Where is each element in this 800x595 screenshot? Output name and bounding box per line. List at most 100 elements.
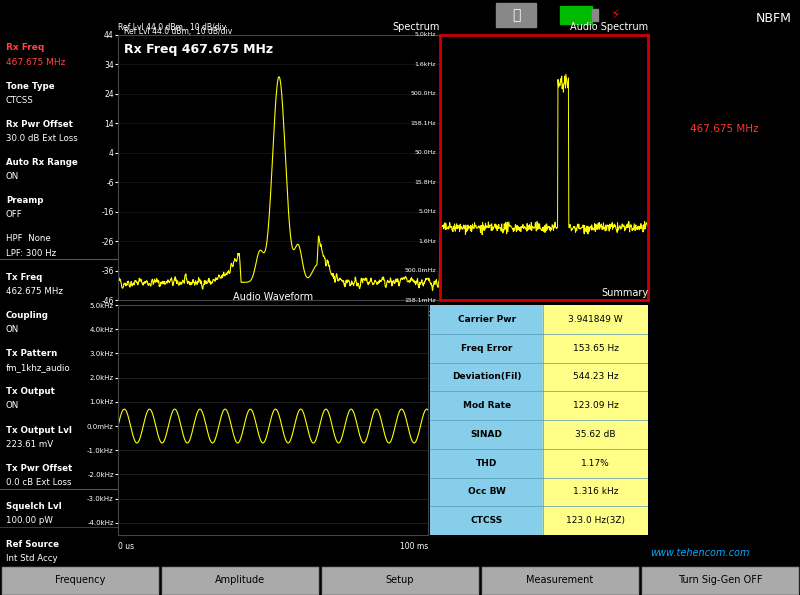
Bar	[2, 566, 158, 593]
Text: ON: ON	[6, 402, 19, 411]
Text: 0 us: 0 us	[118, 542, 134, 551]
Text: Coupling Offset: Coupling Offset	[683, 325, 765, 336]
Text: Summary: Summary	[601, 288, 648, 298]
Text: 30.0 dB Ext Loss: 30.0 dB Ext Loss	[6, 134, 78, 143]
Text: /Anritsu: /Anritsu	[8, 5, 95, 24]
Text: 3.941849 W: 3.941849 W	[568, 315, 623, 324]
Text: 30 kHz: 30 kHz	[624, 308, 648, 314]
Bar	[543, 478, 648, 506]
Text: Off: Off	[745, 514, 762, 524]
Bar	[592, 9, 598, 21]
Text: Tx Freq: Tx Freq	[705, 170, 743, 180]
Bar	[543, 449, 648, 478]
Bar	[543, 305, 648, 334]
Text: Preamp: Preamp	[6, 196, 43, 205]
Text: 100 ms: 100 ms	[400, 542, 428, 551]
Text: 500.0Hz: 500.0Hz	[410, 92, 436, 96]
Bar	[430, 506, 543, 535]
Text: 500.0mHz: 500.0mHz	[404, 268, 436, 273]
Text: Off: Off	[745, 280, 762, 290]
Bar	[430, 334, 543, 362]
Text: -5.000 MHz: -5.000 MHz	[694, 358, 754, 368]
Text: Ref Lvl 44.0 dBm,  10 dB/div: Ref Lvl 44.0 dBm, 10 dB/div	[125, 27, 233, 36]
Text: Carrier Pwr: Carrier Pwr	[458, 315, 516, 324]
Text: Rx Freq: Rx Freq	[705, 92, 743, 102]
Text: CTCSS: CTCSS	[470, 516, 503, 525]
Text: ON: ON	[6, 172, 19, 181]
Text: 123.0 Hz(3Z): 123.0 Hz(3Z)	[566, 516, 625, 525]
Text: 544.23 Hz: 544.23 Hz	[573, 372, 618, 381]
Text: Frequency: Frequency	[55, 575, 105, 585]
Text: Tx Pattern: Tx Pattern	[6, 349, 57, 358]
Bar	[2, 566, 158, 593]
Bar	[322, 566, 478, 593]
Bar	[543, 392, 648, 420]
Bar	[430, 420, 543, 449]
Bar	[560, 6, 592, 24]
Text: 15.8Hz: 15.8Hz	[414, 180, 436, 184]
Text: 1.316 kHz: 1.316 kHz	[573, 487, 618, 496]
Text: Measurement: Measurement	[526, 575, 594, 585]
Text: 153.65 Hz: 153.65 Hz	[573, 344, 618, 353]
Text: OFF: OFF	[6, 211, 22, 220]
Bar	[162, 566, 318, 593]
Text: ON: ON	[6, 325, 19, 334]
Text: 0 Hz: 0 Hz	[440, 308, 456, 314]
Text: 1.6kHz: 1.6kHz	[414, 62, 436, 67]
Bar	[482, 566, 638, 593]
Text: 50.0Hz: 50.0Hz	[414, 151, 436, 155]
Text: 5.0kHz: 5.0kHz	[414, 33, 436, 37]
Text: Spectrum: Spectrum	[393, 21, 440, 32]
Text: On: On	[687, 280, 702, 290]
Bar	[430, 362, 543, 392]
Text: Freq Error: Freq Error	[461, 344, 512, 353]
Bar	[482, 566, 638, 593]
Text: 223.61 mV: 223.61 mV	[6, 440, 53, 449]
Text: Auto Rx Range: Auto Rx Range	[6, 158, 78, 167]
Text: Squelch Lvl: Squelch Lvl	[6, 502, 62, 511]
Text: Auto Scan: Auto Scan	[698, 482, 750, 491]
Text: Ref Source: Ref Source	[6, 540, 59, 549]
Text: Freq 467.675 MHz: Freq 467.675 MHz	[118, 309, 187, 318]
Text: Span: Span	[711, 404, 737, 414]
Bar	[322, 566, 478, 593]
Text: Ref Lvl 44.0 dBm,  10 dB/div: Ref Lvl 44.0 dBm, 10 dB/div	[118, 23, 226, 32]
Text: :: :	[653, 6, 659, 24]
Text: Tx Output Lvl: Tx Output Lvl	[6, 425, 72, 434]
Text: 462.675 MHz: 462.675 MHz	[690, 202, 758, 212]
Text: Rx Freq: Rx Freq	[6, 43, 44, 52]
Bar	[430, 392, 543, 420]
Text: ⚡: ⚡	[611, 8, 621, 22]
Bar	[430, 305, 543, 334]
Bar	[642, 566, 798, 593]
Text: www.tehencom.com: www.tehencom.com	[650, 547, 750, 558]
Text: 25 kHz: 25 kHz	[706, 436, 742, 446]
Bar	[496, 3, 536, 27]
Text: Rx Pwr Offset: Rx Pwr Offset	[6, 120, 73, 129]
Text: 1.6Hz: 1.6Hz	[418, 239, 436, 243]
Text: 467.675 MHz: 467.675 MHz	[690, 124, 758, 134]
Text: Span 25 kHz: Span 25 kHz	[392, 309, 440, 318]
Bar	[642, 566, 798, 593]
Bar	[543, 334, 648, 362]
Bar	[162, 566, 318, 593]
Text: Int Std Accy: Int Std Accy	[6, 555, 58, 563]
Text: Frequency: Frequency	[695, 35, 753, 45]
Bar	[430, 449, 543, 478]
Text: 💾: 💾	[512, 8, 520, 22]
Text: 467.675 MHz: 467.675 MHz	[6, 58, 66, 67]
Bar	[430, 478, 543, 506]
Text: 158.1mHz: 158.1mHz	[404, 298, 436, 302]
Text: Rx Freq 467.675 MHz: Rx Freq 467.675 MHz	[125, 43, 274, 56]
Text: Audio Spectrum: Audio Spectrum	[570, 21, 648, 32]
Text: On: On	[687, 514, 702, 524]
Text: 158.1Hz: 158.1Hz	[410, 121, 436, 126]
Text: Amplitude: Amplitude	[215, 575, 265, 585]
Text: 462.675 MHz: 462.675 MHz	[6, 287, 62, 296]
Text: 35.62 dB: 35.62 dB	[575, 430, 616, 439]
Text: Turn Sig-Gen OFF: Turn Sig-Gen OFF	[678, 575, 762, 585]
Text: HPF  None: HPF None	[6, 234, 50, 243]
Text: Rx/Tx Coupling: Rx/Tx Coupling	[685, 248, 763, 258]
Text: CTCSS: CTCSS	[6, 96, 34, 105]
Text: LPF: 300 Hz: LPF: 300 Hz	[6, 249, 56, 258]
